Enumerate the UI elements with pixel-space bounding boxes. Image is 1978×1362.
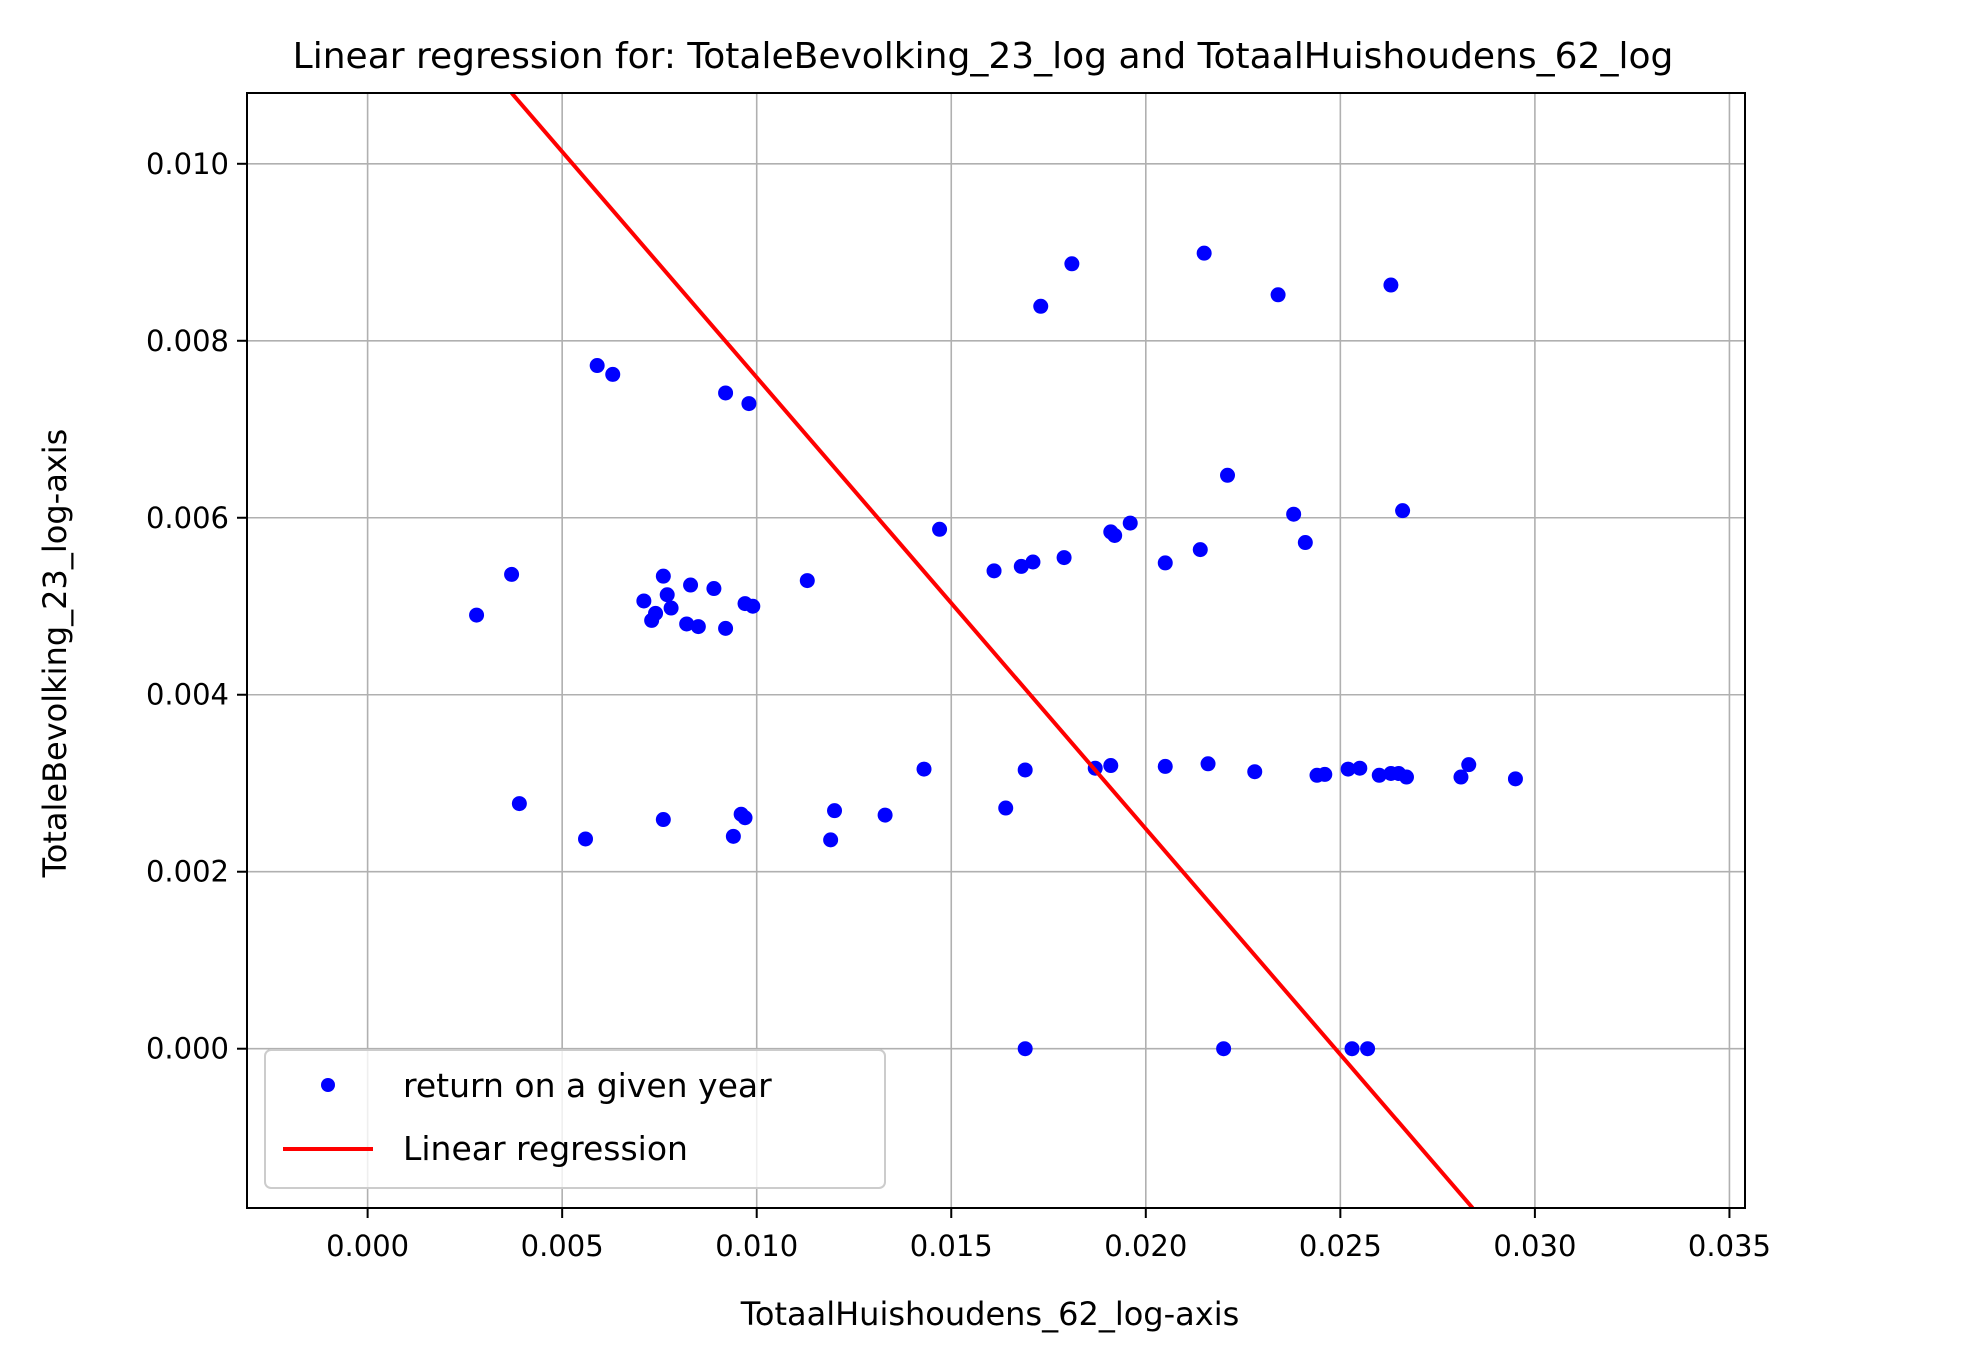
scatter-point xyxy=(1395,503,1411,519)
legend-box xyxy=(264,1049,886,1189)
scatter-point xyxy=(1017,1041,1033,1057)
plot-frame xyxy=(246,92,1746,1209)
scatter-point xyxy=(655,568,671,584)
chart-title: Linear regression for: TotaleBevolking_2… xyxy=(293,36,1674,77)
scatter-point xyxy=(589,358,605,374)
legend-label-scatter: return on a given year xyxy=(403,1066,772,1105)
scatter-point xyxy=(1196,245,1212,261)
scatter-point xyxy=(1507,771,1523,787)
scatter-point xyxy=(998,800,1014,816)
scatter-point xyxy=(1216,1041,1232,1057)
regression-line xyxy=(510,93,1475,1208)
legend: return on a given year Linear regression xyxy=(264,1049,886,1189)
scatter-point xyxy=(1200,756,1216,772)
scatter-point xyxy=(605,366,621,382)
scatter-point xyxy=(679,616,695,632)
x-tick-label: 0.015 xyxy=(910,1229,993,1263)
y-tick-label: 0.002 xyxy=(146,855,229,889)
scatter-point xyxy=(690,619,706,635)
scatter-point xyxy=(1013,558,1029,574)
scatter-point xyxy=(683,577,699,593)
x-tick-label: 0.020 xyxy=(1104,1229,1187,1263)
scatter-point xyxy=(663,600,679,616)
scatter-point xyxy=(1017,762,1033,778)
scatter-point xyxy=(932,521,948,537)
scatter-point xyxy=(1461,757,1477,773)
scatter-point xyxy=(1064,256,1080,272)
scatter-point xyxy=(1220,467,1236,483)
scatter-point xyxy=(1122,515,1138,531)
axis-ticks xyxy=(237,162,1731,1218)
grid-lines xyxy=(247,93,1745,1208)
scatter-point xyxy=(578,831,594,847)
x-tick-label: 0.025 xyxy=(1299,1229,1382,1263)
scatter-point xyxy=(1103,758,1119,774)
scatter-point xyxy=(986,563,1002,579)
scatter-point xyxy=(659,587,675,603)
scatter-point xyxy=(1317,766,1333,782)
scatter-point xyxy=(1107,527,1123,543)
scatter-point xyxy=(718,620,734,636)
scatter-point xyxy=(636,593,652,609)
y-tick-label: 0.000 xyxy=(146,1032,229,1066)
scatter-point xyxy=(469,607,485,623)
scatter-point xyxy=(877,807,893,823)
scatter-point xyxy=(799,573,815,589)
scatter-point xyxy=(737,810,753,826)
scatter-point xyxy=(1157,758,1173,774)
scatter-point xyxy=(1344,1041,1360,1057)
data-layer xyxy=(469,93,1523,1208)
scatter-point xyxy=(1270,287,1286,303)
legend-marker-scatter xyxy=(321,1078,335,1092)
x-tick-label: 0.030 xyxy=(1493,1229,1576,1263)
scatter-point xyxy=(1352,760,1368,776)
scatter-point xyxy=(1340,761,1356,777)
scatter-point xyxy=(725,828,741,844)
scatter-point xyxy=(1297,535,1313,551)
x-axis-label: TotaalHuishoudens_62_log-axis xyxy=(740,1295,1240,1333)
x-tick-label: 0.035 xyxy=(1688,1229,1771,1263)
x-tick-label: 0.005 xyxy=(521,1229,604,1263)
scatter-point xyxy=(823,832,839,848)
scatter-point xyxy=(1398,769,1414,785)
y-tick-label: 0.010 xyxy=(146,147,229,181)
scatter-point xyxy=(1025,554,1041,570)
x-tick-label: 0.010 xyxy=(715,1229,798,1263)
scatter-point xyxy=(511,796,527,812)
scatter-point xyxy=(1286,506,1302,522)
y-tick-label: 0.004 xyxy=(146,678,229,712)
scatter-point xyxy=(1360,1041,1376,1057)
scatter-point xyxy=(1033,298,1049,314)
scatter-point xyxy=(827,803,843,819)
scatter-point xyxy=(916,761,932,777)
legend-label-line: Linear regression xyxy=(403,1129,688,1168)
scatter-point xyxy=(718,385,734,401)
scatter-point xyxy=(504,566,520,582)
y-tick-label: 0.006 xyxy=(146,501,229,535)
scatter-point xyxy=(1157,555,1173,571)
scatter-point xyxy=(1383,277,1399,293)
scatter-point xyxy=(706,581,722,597)
x-tick-label: 0.000 xyxy=(326,1229,409,1263)
scatter-point xyxy=(745,598,761,614)
scatter-point xyxy=(1192,542,1208,558)
scatter-point xyxy=(1056,550,1072,566)
scatter-point xyxy=(648,605,664,621)
scatter-point xyxy=(1371,767,1387,783)
scatter-point xyxy=(655,812,671,828)
scatter-point xyxy=(741,396,757,412)
tick-labels: 0.000 0.005 0.010 0.015 0.020 0.025 0.030 0.035… xyxy=(146,147,1771,1263)
y-tick-label: 0.008 xyxy=(146,324,229,358)
scatter-point xyxy=(1247,764,1263,780)
y-axis-label: TotaleBevolking_23_log-axis xyxy=(36,429,74,879)
scatter-point xyxy=(1453,769,1469,785)
